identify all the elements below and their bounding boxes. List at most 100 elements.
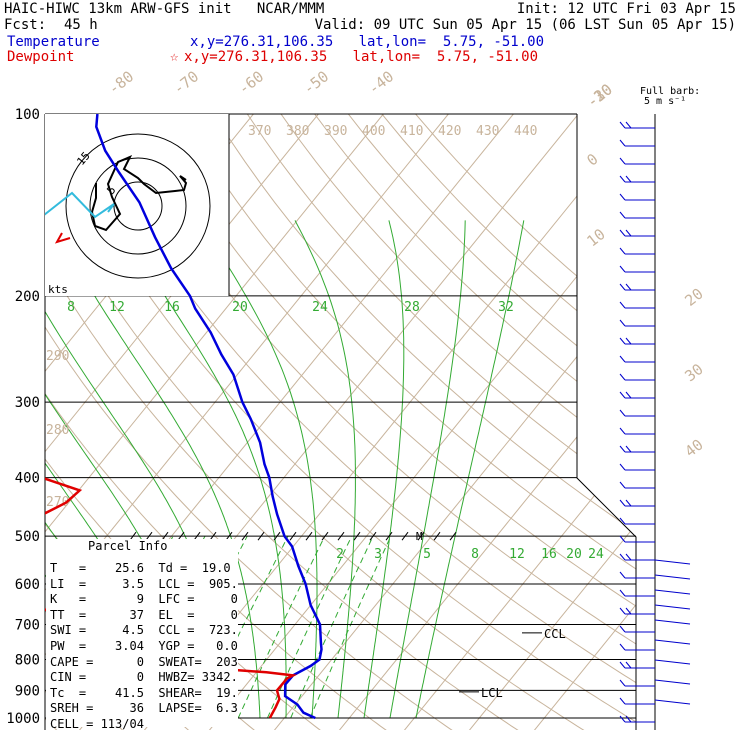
parcel-info-row: T = 25.6 Td = 19.0 [50, 561, 231, 575]
isotherm-label: -10 [583, 80, 615, 111]
hatch-mark [177, 531, 185, 541]
hodograph-trace-low [45, 191, 115, 219]
isotherm-label: 40 [681, 435, 706, 460]
wind-barb [654, 574, 691, 580]
theta-label: 290 [46, 349, 69, 364]
wind-barb-flag [619, 643, 626, 651]
wind-barb-flag [619, 373, 626, 381]
hodograph-trace-surface [54, 232, 71, 244]
hatch-mark [305, 531, 313, 541]
mixing-ratio-label: 3 [374, 547, 382, 562]
parcel-info-row: K = 9 LFC = 0 [50, 592, 238, 607]
wind-barb [654, 559, 691, 565]
hodograph-units-label: kts [48, 283, 68, 296]
isotherm-label: -60 [235, 67, 267, 98]
dry-adiabat-line [246, 114, 636, 730]
theta-label: 410 [400, 124, 423, 139]
theta-label: 430 [476, 124, 499, 139]
theta-label: 370 [248, 124, 271, 139]
dewpoint-star-icon: ☆ [170, 49, 179, 65]
mixing-ratio-label: 2 [336, 547, 344, 562]
wind-barb-flag [619, 661, 626, 669]
wind-barb-flag [619, 175, 626, 183]
parcel-info-row: CAPE = 0 SWEAT= 203 [50, 654, 238, 669]
hodograph-ring [113, 181, 163, 231]
mixing-ratio-label: 32 [498, 300, 514, 315]
isotherm-line [45, 114, 319, 730]
isotherm-line [194, 114, 636, 730]
wind-barb-flag [619, 679, 626, 687]
isotherm-line [389, 114, 636, 730]
isotherm-line [454, 114, 636, 730]
mixing-ratio-label: 28 [404, 300, 420, 315]
wind-barb-flag [619, 193, 626, 201]
hodograph-background [45, 114, 229, 296]
wind-barb-flag [619, 283, 626, 291]
init-time: Init: 12 UTC Fri 03 Apr 15 [516, 1, 736, 17]
wind-barb-flag [619, 427, 626, 435]
dry-adiabat-line [280, 114, 636, 730]
pressure-tick-label: 600 [15, 577, 40, 593]
isotherm-line [519, 114, 636, 730]
pressure-tick-label: 300 [15, 395, 40, 411]
isotherm-line [324, 114, 636, 730]
wind-barb [654, 639, 691, 645]
forecast-label: Fcst: [4, 17, 47, 33]
temperature-coords: x,y=276.31,106.35 lat,lon= 5.75, -51.00 [190, 34, 545, 50]
hatch-mark [129, 531, 137, 541]
dewpoint-coords: x,y=276.31,106.35 lat,lon= 5.75, -51.00 [184, 49, 539, 65]
isotherm-line [259, 114, 636, 730]
wind-barb-flag [619, 337, 626, 345]
wind-barb-flag [619, 535, 626, 543]
hodograph-trace [90, 155, 188, 232]
theta-label: 420 [438, 124, 461, 139]
wind-barb-flag [619, 481, 626, 489]
hatch-mark [209, 531, 217, 541]
mixing-ratio-line [290, 535, 374, 719]
wind-barb [654, 589, 691, 595]
wind-barb-flag [619, 697, 626, 705]
wind-barb-flag [619, 409, 626, 417]
wind-barb-flag [619, 157, 626, 165]
valid-time: Valid: 09 UTC Sun 05 Apr 15 (06 LST Sun … [314, 17, 736, 33]
wind-barb-flag [619, 517, 626, 525]
hatch-mark [353, 531, 361, 541]
wind-barb [654, 619, 691, 625]
hodograph-rings [45, 133, 211, 279]
right-border [576, 114, 637, 730]
parcel-info-rows: T = 25.6 Td = 19.0 LI = 3.5 LCL = 905. K =… [50, 561, 238, 733]
hatch-mark [385, 531, 393, 541]
pressure-tick-label: 100 [15, 107, 40, 123]
hatch-mark [161, 531, 169, 541]
theta-label: 270 [46, 495, 69, 510]
pressure-tick-label: 200 [15, 289, 40, 305]
isotherm-label: 30 [681, 360, 706, 385]
isotherm-label: 0 [583, 150, 601, 170]
hatch-mark [321, 531, 329, 541]
dry-adiabat-line [78, 114, 636, 730]
wind-barb-flag [619, 463, 626, 471]
moist-adiabat-line [389, 220, 466, 719]
hatch-mark [289, 531, 297, 541]
mixing-ratio-label: 12 [509, 547, 525, 562]
wind-barb-flag [619, 319, 626, 327]
theta-label: 400 [362, 124, 385, 139]
wind-barb-flag [625, 391, 632, 399]
parcel-info-row: PW = 3.04 YGP = 0.0 [50, 638, 238, 653]
pressure-tick-label: 900 [15, 683, 40, 699]
wind-barb-flag [625, 445, 632, 453]
wind-barb-flag [619, 139, 626, 147]
hatch-mark [401, 531, 409, 541]
wind-barb-flag [625, 121, 632, 129]
wind-barb [654, 659, 691, 665]
parcel-info-row: CELL = 113/04 [50, 716, 144, 731]
mixing-ratio-label: 5 [423, 547, 431, 562]
parcel-info-row: CIN = 0 HWBZ= 3342. [50, 670, 238, 685]
wind-barb-flag [625, 283, 632, 291]
moist-adiabat-line [51, 220, 261, 719]
chart-title: HAIC-HIWC 13km ARW-GFS init NCAR/MMM [4, 1, 325, 17]
wind-barb [654, 699, 691, 705]
wind-barb-flag [619, 625, 626, 633]
